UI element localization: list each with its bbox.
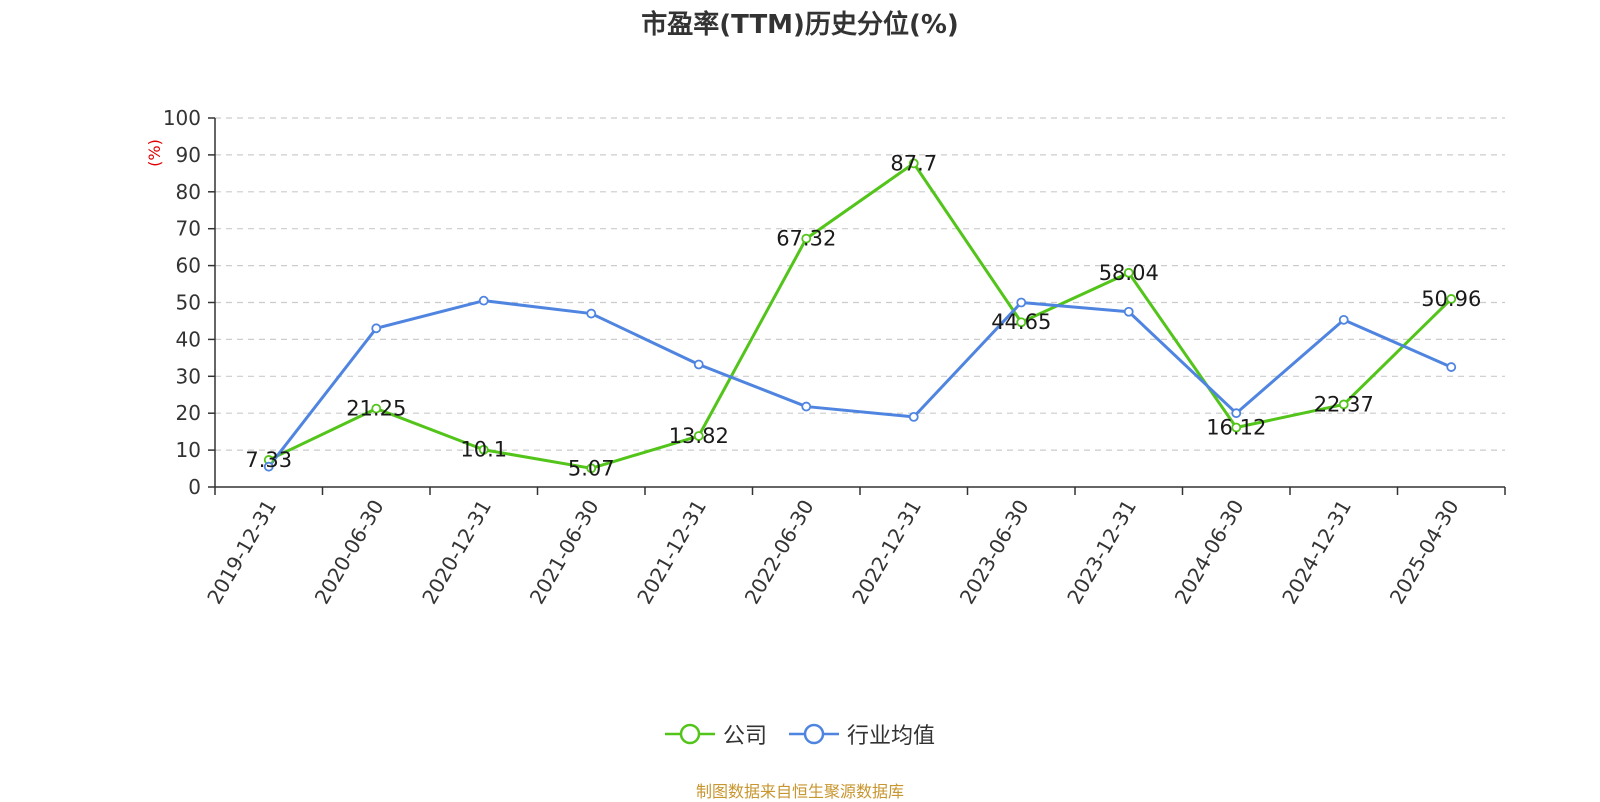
x-tick-label: 2023-12-31 [1062, 496, 1141, 609]
y-tick-label: 100 [163, 106, 201, 130]
series [263, 158, 1457, 474]
y-tick-label: 90 [176, 143, 201, 167]
x-tick-label: 2020-06-30 [310, 496, 389, 609]
y-tick-label: 20 [176, 401, 201, 425]
data-point[interactable] [1123, 306, 1134, 317]
x-tick-label: 2024-12-31 [1277, 496, 1356, 609]
source-note: 制图数据来自恒生聚源数据库 [695, 782, 904, 801]
data-label: 21.25 [346, 397, 406, 421]
y-tick-label: 30 [176, 364, 201, 388]
y-tick-label: 40 [176, 327, 201, 351]
data-label: 7.33 [245, 448, 292, 472]
data-point[interactable] [1338, 399, 1349, 410]
legend-item[interactable]: 公司 [664, 718, 767, 750]
y-tick-label: 80 [176, 180, 201, 204]
data-point[interactable] [1016, 317, 1027, 328]
y-tick-label: 10 [176, 438, 201, 462]
x-tick-label: 2019-12-31 [202, 496, 281, 609]
x-tick-label: 2022-12-31 [847, 496, 926, 609]
x-tick-label: 2021-12-31 [632, 496, 711, 609]
data-point[interactable] [1016, 297, 1027, 308]
data-point[interactable] [371, 403, 382, 414]
data-labels: 7.33 21.25 10.1 5.07 13.82 67.32 87.7 44.65 58.0… [245, 151, 1481, 480]
series-line [267, 299, 1452, 468]
x-tick-label: 2022-06-30 [740, 496, 819, 609]
data-label: 16.12 [1206, 416, 1266, 440]
data-label: 44.65 [991, 310, 1051, 334]
y-tick-label: 50 [176, 291, 201, 315]
data-point[interactable] [478, 295, 489, 306]
y-tick-label: 0 [188, 475, 201, 499]
x-tick-label: 2021-06-30 [525, 496, 604, 609]
data-point[interactable] [801, 401, 812, 412]
data-point[interactable] [1446, 362, 1457, 372]
x-tick-label: 2020-12-31 [417, 496, 496, 609]
data-label: 22.37 [1314, 392, 1374, 416]
legend-marker-icon [789, 723, 839, 745]
legend-label: 公司 [722, 724, 767, 749]
y-tick-label: 60 [176, 254, 201, 278]
legend-marker-icon [664, 723, 715, 745]
data-point[interactable] [1231, 422, 1242, 433]
grid-lines [215, 117, 1505, 451]
legend-item[interactable]: 行业均值 [789, 718, 935, 750]
data-point[interactable] [586, 308, 597, 319]
series-line [268, 161, 1453, 470]
x-tick-label: 2023-06-30 [955, 496, 1034, 609]
data-point[interactable] [1446, 294, 1457, 304]
data-point[interactable] [693, 431, 704, 441]
x-tick-label: 2025-04-30 [1385, 496, 1464, 609]
data-point[interactable] [908, 158, 919, 169]
data-point[interactable] [1231, 408, 1242, 419]
legend: 公司 行业均值 [0, 718, 1600, 750]
data-label: 10.1 [460, 438, 507, 462]
data-point[interactable] [263, 461, 274, 472]
y-axis-label: (%) [145, 139, 164, 167]
data-label: 50.96 [1421, 287, 1481, 311]
data-point[interactable] [801, 233, 812, 244]
data-point[interactable] [1123, 267, 1134, 278]
data-point[interactable] [693, 359, 704, 370]
data-label: 5.07 [568, 456, 615, 480]
x-tick-label: 2024-06-30 [1170, 496, 1249, 609]
data-label: 87.7 [890, 151, 937, 175]
data-point[interactable] [371, 323, 382, 334]
data-label: 58.04 [1099, 261, 1159, 285]
data-point[interactable] [586, 463, 597, 474]
data-label: 67.32 [776, 227, 836, 251]
data-point[interactable] [1338, 314, 1349, 325]
y-tick-label: 70 [176, 217, 201, 241]
data-point[interactable] [908, 411, 919, 422]
data-point[interactable] [478, 444, 489, 455]
legend-label: 行业均值 [847, 724, 936, 749]
data-label: 13.82 [669, 424, 729, 448]
chart-title: 市盈率(TTM)历史分位(%) [641, 10, 959, 40]
